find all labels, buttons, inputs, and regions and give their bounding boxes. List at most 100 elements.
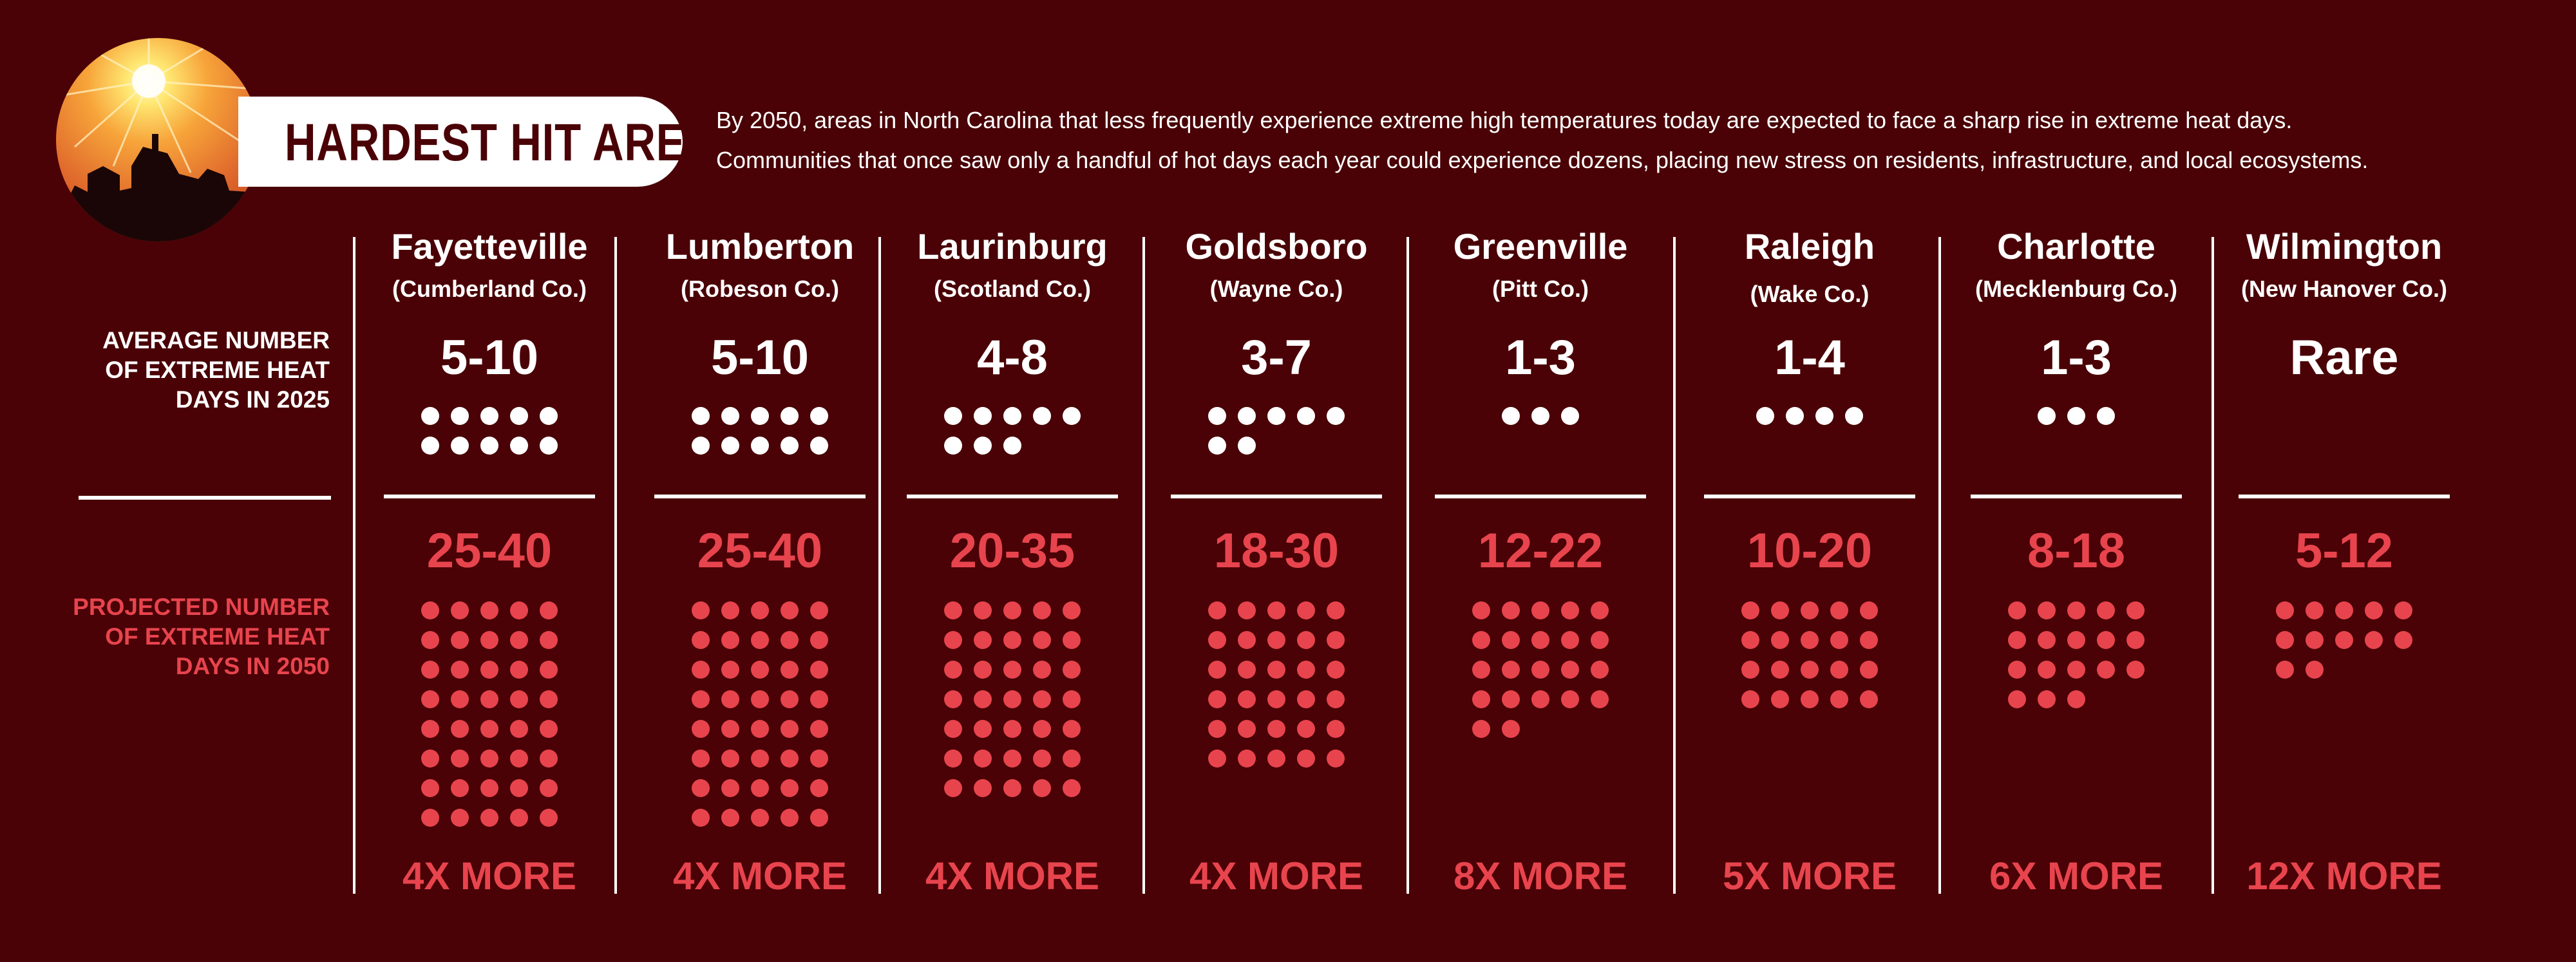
projected-day-dot <box>540 809 558 827</box>
city-column: Fayetteville (Cumberland Co.) 5-10 25-40 4X … <box>361 0 618 962</box>
city-column: Lumberton (Robeson Co.) 5-10 25-40 4X MORE <box>631 0 889 962</box>
projected-day-dot <box>974 631 992 649</box>
projected-day-dot <box>1208 661 1226 679</box>
current-day-dot <box>540 407 558 425</box>
projected-day-dot <box>1003 779 1021 797</box>
projected-day-dot <box>781 631 799 649</box>
projected-day-dot <box>692 720 710 738</box>
projected-day-dot <box>944 601 962 619</box>
projected-day-dot <box>1297 601 1315 619</box>
current-days-dots <box>944 407 1081 455</box>
current-day-dot <box>451 437 469 455</box>
projected-day-dot <box>480 690 498 708</box>
city-name: Raleigh <box>1744 226 1875 267</box>
projected-day-dot <box>1297 720 1315 738</box>
projected-day-dot <box>1860 631 1878 649</box>
projected-day-dot <box>1830 601 1848 619</box>
projected-day-dot <box>974 690 992 708</box>
projected-day-dot <box>1741 631 1759 649</box>
projected-day-dot <box>2008 661 2026 679</box>
increase-multiplier: 4X MORE <box>402 854 577 898</box>
projected-day-dot <box>1238 690 1256 708</box>
projected-day-dot <box>1003 631 1021 649</box>
projected-day-dot <box>540 690 558 708</box>
intro-line-1: By 2050, areas in North Carolina that le… <box>716 107 2293 133</box>
column-separator <box>1673 237 1676 894</box>
projected-days-value: 25-40 <box>697 523 823 578</box>
projected-day-dot <box>1472 690 1490 708</box>
current-days-value: 3-7 <box>1241 330 1312 385</box>
county-name: (Scotland Co.) <box>934 276 1091 302</box>
projected-day-dot <box>451 661 469 679</box>
projected-day-dot <box>1531 661 1549 679</box>
projected-day-dot <box>480 779 498 797</box>
projected-days-dots <box>2008 601 2145 708</box>
projected-day-dot <box>1327 750 1345 768</box>
projected-day-dot <box>1591 661 1609 679</box>
projected-day-dot <box>480 631 498 649</box>
projected-day-dot <box>2306 601 2324 619</box>
current-day-dot <box>1238 437 1256 455</box>
column-separator <box>1938 237 1941 894</box>
row-divider <box>79 496 331 500</box>
current-day-dot <box>1063 407 1081 425</box>
projected-day-dot <box>2067 631 2085 649</box>
projected-day-dot <box>2008 690 2026 708</box>
current-day-dot <box>1815 407 1833 425</box>
projected-day-dot <box>510 690 528 708</box>
current-days-value: 1-3 <box>1505 330 1576 385</box>
projected-day-dot <box>810 750 828 768</box>
projected-days-value: 25-40 <box>426 523 553 578</box>
current-day-dot <box>751 407 769 425</box>
city-column: Raleigh (Wake Co.) 1-4 10-20 5X MORE <box>1681 0 1938 962</box>
projected-day-dot <box>2365 601 2383 619</box>
projected-days-dots <box>692 601 828 827</box>
projected-day-dot <box>1472 601 1490 619</box>
current-day-dot <box>781 407 799 425</box>
projected-day-dot <box>421 720 439 738</box>
projected-day-dot <box>540 720 558 738</box>
projected-day-dot <box>944 779 962 797</box>
projected-day-dot <box>781 779 799 797</box>
projected-day-dot <box>1561 601 1579 619</box>
projected-day-dot <box>692 661 710 679</box>
projected-day-dot <box>1033 750 1051 768</box>
current-day-dot <box>721 437 739 455</box>
projected-day-dot <box>944 750 962 768</box>
projected-day-dot <box>810 631 828 649</box>
projected-day-dot <box>1502 601 1520 619</box>
column-divider <box>384 495 595 498</box>
projected-day-dot <box>1472 720 1490 738</box>
projected-days-dots <box>1208 601 1345 768</box>
projected-day-dot <box>751 750 769 768</box>
projected-day-dot <box>1033 720 1051 738</box>
projected-day-dot <box>692 631 710 649</box>
city-column: Goldsboro (Wayne Co.) 3-7 18-30 4X MORE <box>1148 0 1405 962</box>
county-name: (Mecklenburg Co.) <box>1975 276 2177 302</box>
projected-day-dot <box>1033 690 1051 708</box>
current-day-dot <box>1033 407 1051 425</box>
projected-day-dot <box>692 779 710 797</box>
projected-day-dot <box>1063 601 1081 619</box>
current-days-dots <box>692 407 828 455</box>
projected-day-dot <box>751 809 769 827</box>
column-divider <box>654 495 866 498</box>
projected-day-dot <box>944 661 962 679</box>
city-name: Goldsboro <box>1185 226 1368 267</box>
current-days-dots <box>1502 407 1579 425</box>
projected-day-dot <box>810 720 828 738</box>
projected-day-dot <box>1502 720 1520 738</box>
current-day-dot <box>480 407 498 425</box>
projected-day-dot <box>1003 661 1021 679</box>
projected-day-dot <box>692 690 710 708</box>
projected-day-dot <box>1208 750 1226 768</box>
projected-day-dot <box>1771 661 1789 679</box>
projected-day-dot <box>2067 690 2085 708</box>
current-days-value: 4-8 <box>977 330 1048 385</box>
projected-day-dot <box>1267 690 1285 708</box>
projected-day-dot <box>721 720 739 738</box>
projected-day-dot <box>810 690 828 708</box>
projected-day-dot <box>510 661 528 679</box>
projected-day-dot <box>1327 631 1345 649</box>
